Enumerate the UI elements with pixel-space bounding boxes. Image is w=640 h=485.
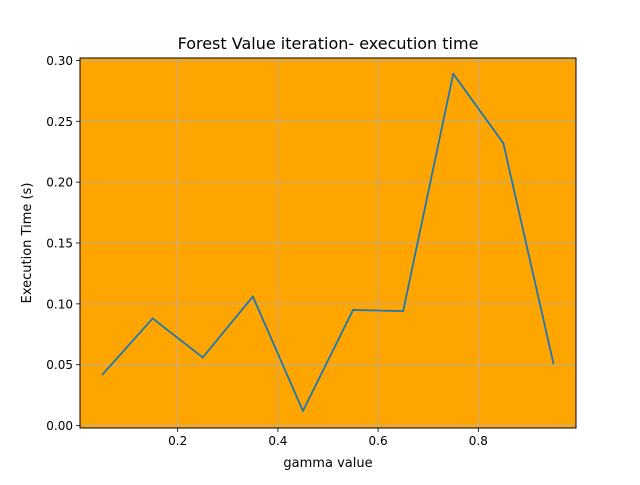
x-axis-label: gamma value — [283, 456, 372, 471]
y-axis-label: Execution Time (s) — [20, 183, 35, 304]
y-tick-label: 0.15 — [46, 237, 73, 251]
y-tick-label: 0.25 — [46, 115, 73, 129]
data-point — [502, 142, 505, 145]
data-point — [452, 72, 455, 75]
x-tick-label: 0.6 — [369, 434, 388, 448]
x-tick-label: 0.8 — [469, 434, 488, 448]
data-point — [101, 373, 104, 376]
data-point — [552, 362, 555, 365]
x-axis-ticks: 0.2 0.4 0.6 0.8 — [168, 428, 488, 448]
y-tick-label: 0.00 — [46, 419, 73, 433]
data-point — [352, 309, 354, 311]
y-tick-label: 0.20 — [46, 176, 73, 190]
series-line-0 — [101, 72, 555, 412]
y-tick-label: 0.05 — [46, 358, 73, 372]
data-point — [201, 356, 204, 359]
data-point — [151, 317, 154, 320]
x-tick-label: 0.2 — [168, 434, 187, 448]
y-tick-label: 0.30 — [46, 54, 73, 68]
series-layer — [101, 72, 555, 412]
data-point — [302, 410, 304, 412]
y-tick-label: 0.10 — [46, 297, 73, 311]
data-point — [251, 295, 254, 298]
data-point — [402, 310, 405, 313]
y-gridlines — [80, 60, 576, 426]
y-axis-ticks: 0.00 0.05 0.10 0.15 0.20 0.25 0.30 — [46, 54, 80, 433]
chart-title: Forest Value iteration- execution time — [178, 34, 479, 53]
x-tick-label: 0.4 — [268, 434, 287, 448]
